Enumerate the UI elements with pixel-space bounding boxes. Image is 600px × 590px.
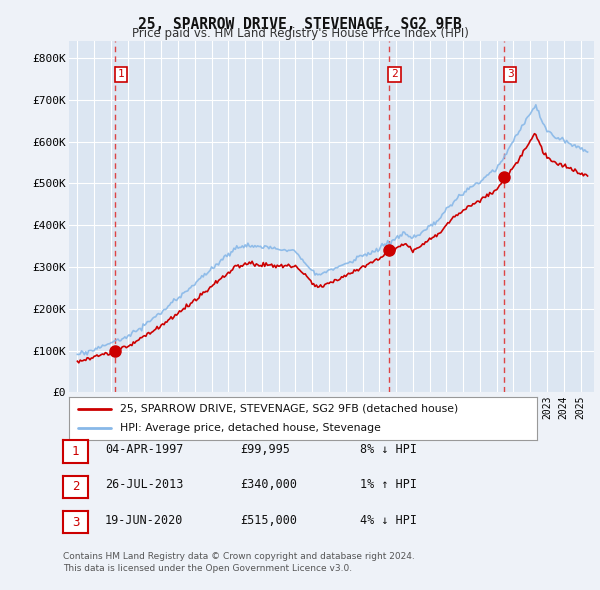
Text: 04-APR-1997: 04-APR-1997 (105, 443, 184, 456)
Text: Price paid vs. HM Land Registry's House Price Index (HPI): Price paid vs. HM Land Registry's House … (131, 27, 469, 40)
Text: 25, SPARROW DRIVE, STEVENAGE, SG2 9FB (detached house): 25, SPARROW DRIVE, STEVENAGE, SG2 9FB (d… (121, 404, 459, 414)
Text: 3: 3 (72, 516, 79, 529)
Text: £515,000: £515,000 (240, 514, 297, 527)
Text: HPI: Average price, detached house, Stevenage: HPI: Average price, detached house, Stev… (121, 423, 382, 433)
Text: 1% ↑ HPI: 1% ↑ HPI (360, 478, 417, 491)
Text: This data is licensed under the Open Government Licence v3.0.: This data is licensed under the Open Gov… (63, 563, 352, 572)
Text: 4% ↓ HPI: 4% ↓ HPI (360, 514, 417, 527)
Text: 25, SPARROW DRIVE, STEVENAGE, SG2 9FB: 25, SPARROW DRIVE, STEVENAGE, SG2 9FB (138, 17, 462, 31)
Text: 26-JUL-2013: 26-JUL-2013 (105, 478, 184, 491)
Text: 1: 1 (118, 70, 124, 80)
Text: 19-JUN-2020: 19-JUN-2020 (105, 514, 184, 527)
Text: 2: 2 (391, 70, 398, 80)
Text: Contains HM Land Registry data © Crown copyright and database right 2024.: Contains HM Land Registry data © Crown c… (63, 552, 415, 561)
Text: £340,000: £340,000 (240, 478, 297, 491)
Text: 2: 2 (72, 480, 79, 493)
Text: £99,995: £99,995 (240, 443, 290, 456)
Text: 1: 1 (72, 445, 79, 458)
Text: 8% ↓ HPI: 8% ↓ HPI (360, 443, 417, 456)
Text: 3: 3 (507, 70, 514, 80)
